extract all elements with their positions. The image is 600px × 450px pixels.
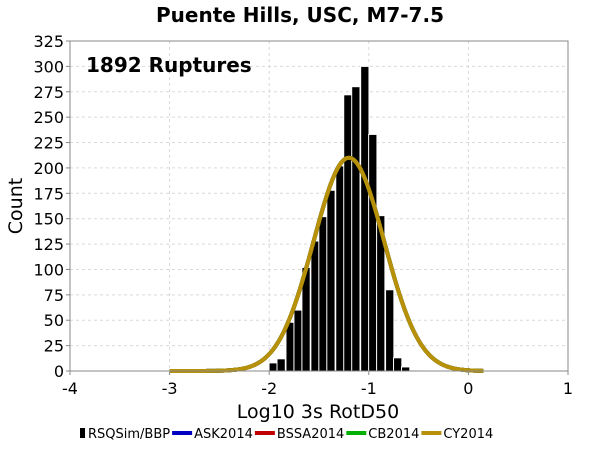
histogram-bar — [310, 240, 320, 372]
y-tick-label: 250 — [33, 108, 64, 127]
y-tick-label: 325 — [33, 32, 64, 51]
axes: 0 25 50 75 100 125 150 175 200 225 250 275 300 325 -4 -… — [33, 32, 573, 398]
histogram-bar — [360, 65, 370, 372]
y-tick-label: 175 — [33, 184, 64, 203]
legend-swatch — [80, 428, 85, 438]
histogram-bar — [276, 358, 286, 372]
histogram-bar — [293, 309, 303, 372]
legend-label: BSSA2014 — [277, 427, 344, 442]
histogram-bar — [335, 165, 345, 372]
legend-item: CB2014 — [346, 427, 419, 442]
histogram-bar — [343, 94, 353, 372]
y-axis-label: Count — [5, 178, 27, 234]
x-tick-label: -1 — [361, 379, 377, 398]
legend: RSQSim/BBP ASK2014 BSSA2014 CB2014 CY2014 — [80, 427, 493, 442]
y-tick-label: 25 — [44, 337, 64, 356]
chart-title: Puente Hills, USC, M7-7.5 — [156, 3, 444, 27]
histogram-bar — [268, 362, 278, 372]
histogram-bar — [326, 189, 336, 372]
x-tick-label: -4 — [62, 379, 78, 398]
x-tick-label: -2 — [261, 379, 277, 398]
legend-label: CY2014 — [443, 427, 493, 442]
histogram-bar — [285, 321, 295, 372]
histogram-bars — [268, 65, 420, 372]
x-tick-label: 1 — [563, 379, 573, 398]
y-tick-label: 200 — [33, 159, 64, 178]
y-tick-label: 50 — [44, 311, 64, 330]
legend-label: CB2014 — [368, 427, 419, 442]
legend-label: ASK2014 — [194, 427, 253, 442]
histogram-bar — [351, 86, 361, 372]
y-tick-label: 150 — [33, 210, 64, 229]
x-tick-label: 0 — [463, 379, 473, 398]
histogram-bar — [318, 216, 328, 372]
y-tick-label: 275 — [33, 83, 64, 102]
rupture-count-annotation: 1892 Ruptures — [86, 53, 252, 77]
plot-frame — [69, 40, 569, 372]
legend-item: BSSA2014 — [254, 427, 344, 442]
legend-item: CY2014 — [421, 427, 493, 442]
histogram-bar — [368, 133, 378, 372]
histogram-bar — [393, 357, 403, 372]
histogram-bar — [401, 366, 411, 372]
legend-item: RSQSim/BBP — [80, 427, 170, 442]
y-tick-label: 225 — [33, 134, 64, 153]
histogram-bar — [385, 289, 395, 372]
y-tick-label: 100 — [33, 260, 64, 279]
x-axis-label: Log10 3s RotD50 — [237, 401, 399, 423]
legend-item: ASK2014 — [172, 427, 253, 442]
y-tick-label: 125 — [33, 235, 64, 254]
x-tick-label: -3 — [162, 379, 178, 398]
y-tick-label: 300 — [33, 57, 64, 76]
y-tick-label: 75 — [44, 286, 64, 305]
legend-label: RSQSim/BBP — [88, 427, 170, 442]
y-tick-label: 0 — [54, 362, 64, 381]
